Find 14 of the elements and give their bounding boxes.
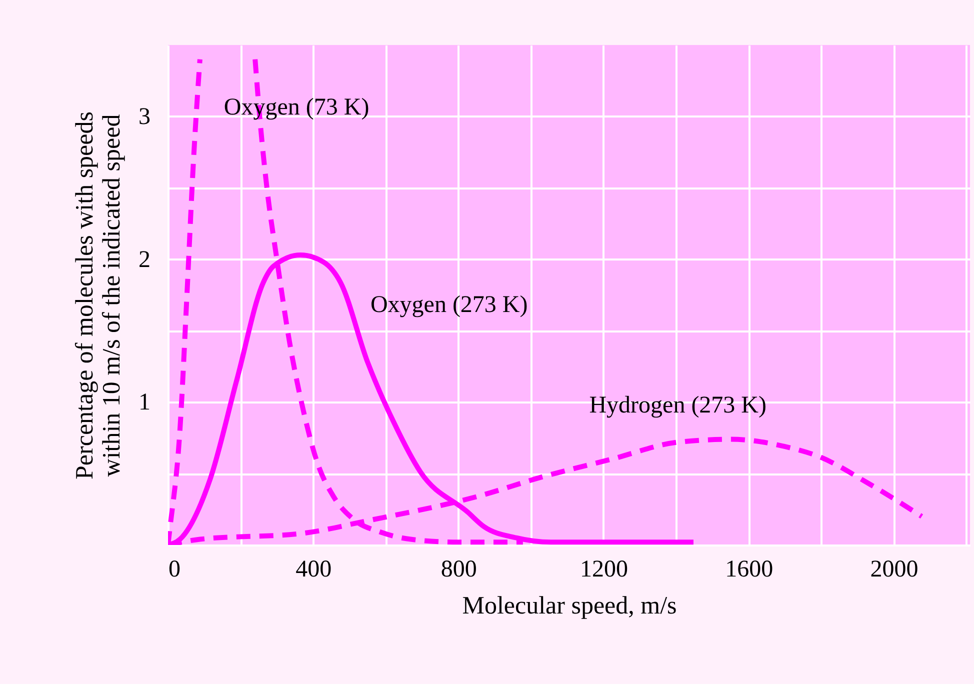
series-label: Oxygen (273 K) — [370, 292, 528, 318]
series-label: Hydrogen (273 K) — [589, 392, 767, 418]
x-tick-label: 0 — [168, 556, 180, 582]
x-tick-label: 1600 — [725, 556, 774, 582]
x-axis-title: Molecular speed, m/s — [462, 592, 677, 620]
y-tick-label: 1 — [138, 390, 150, 416]
x-tick-label: 400 — [296, 556, 332, 582]
x-tick-label: 1200 — [580, 556, 628, 582]
x-tick-label: 800 — [440, 556, 477, 582]
series-label: Oxygen (73 K) — [224, 94, 370, 120]
y-tick-label: 2 — [138, 246, 150, 273]
x-tick-label: 2000 — [870, 556, 918, 582]
y-tick-label: 3 — [138, 104, 150, 130]
y-axis-title: Percentage of molecules with speeds within 10 m/s of the indicated speed — [72, 112, 126, 480]
